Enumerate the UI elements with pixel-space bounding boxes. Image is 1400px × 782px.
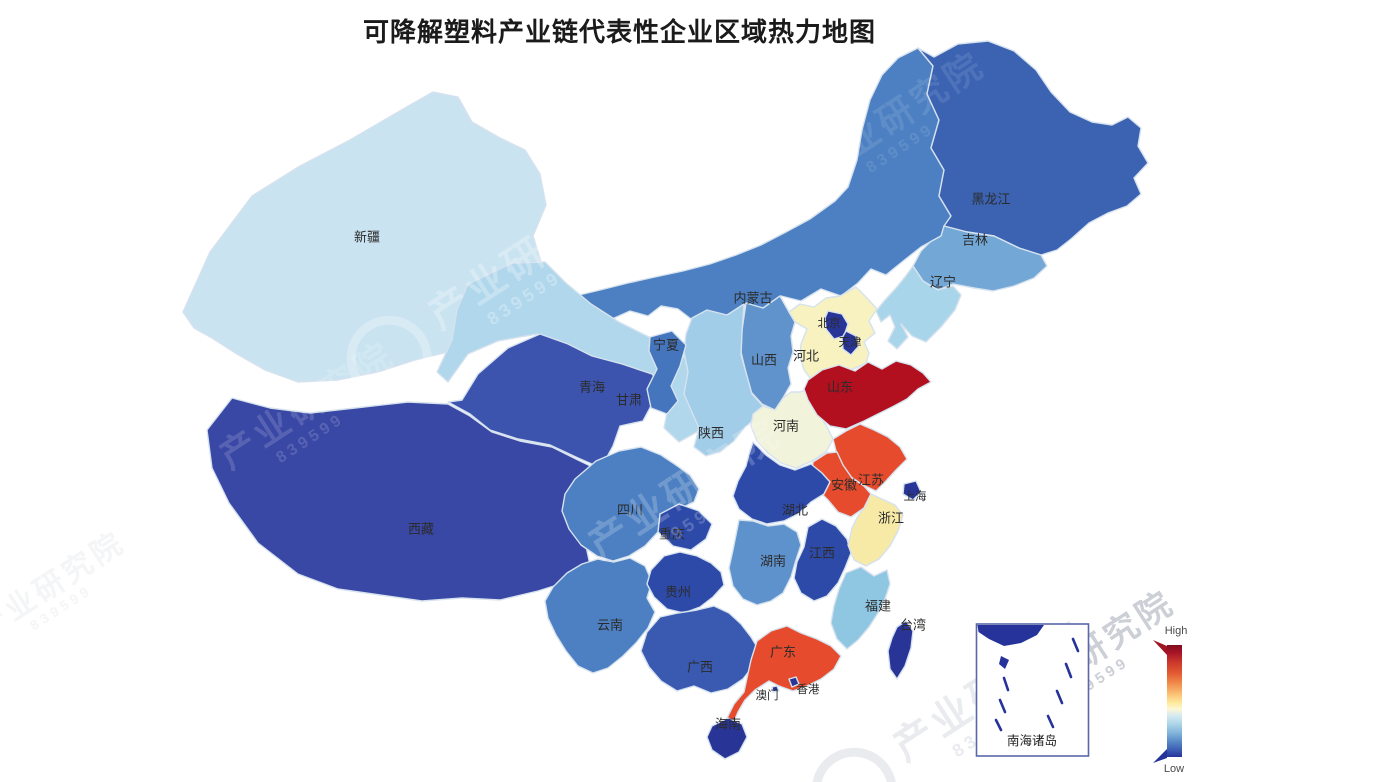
province-ningxia[interactable] <box>646 330 687 415</box>
province-label-fujian: 福建 <box>865 598 891 613</box>
inset-nine-dash-line <box>994 637 1080 732</box>
province-yunnan[interactable] <box>544 557 656 674</box>
province-label-anhui: 安徽 <box>831 477 857 492</box>
province-jiangxi[interactable] <box>793 518 852 602</box>
province-xinjiang[interactable] <box>182 91 547 383</box>
province-beijing[interactable] <box>824 310 849 340</box>
province-label-ningxia: 宁夏 <box>653 337 679 352</box>
province-taiwan[interactable] <box>887 620 914 680</box>
province-aomen[interactable] <box>771 685 780 693</box>
province-label-xizang: 西藏 <box>408 521 434 536</box>
province-label-hubei: 湖北 <box>782 502 808 517</box>
province-label-gansu: 甘肃 <box>616 392 642 407</box>
province-label-beijing: 北京 <box>818 316 841 330</box>
province-fujian[interactable] <box>830 566 891 650</box>
province-label-hunan: 湖南 <box>760 553 786 568</box>
legend-high-label: High <box>1165 625 1188 637</box>
province-zhejiang[interactable] <box>847 493 904 567</box>
legend-max-marker <box>1153 640 1167 655</box>
province-shanghai[interactable] <box>902 480 922 501</box>
inset-islet <box>999 656 1009 669</box>
province-label-sichuan: 四川 <box>617 502 643 517</box>
province-qinghai[interactable] <box>447 333 667 469</box>
province-shandong[interactable] <box>803 360 932 430</box>
province-label-hebei: 河北 <box>793 348 819 363</box>
province-label-aomen: 澳门 <box>756 688 779 702</box>
province-hainan[interactable] <box>706 717 748 760</box>
inset-label: 南海诸岛 <box>1007 733 1057 748</box>
province-guangxi[interactable] <box>640 605 760 694</box>
province-label-shandong: 山东 <box>827 379 853 394</box>
province-liaoning[interactable] <box>875 265 962 350</box>
inset-box <box>975 623 1090 757</box>
province-shaanxi[interactable] <box>683 303 764 457</box>
province-label-xianggang: 香港 <box>797 683 820 696</box>
province-label-taiwan: 台湾 <box>900 617 926 632</box>
province-label-shanghai: 上海 <box>904 489 927 503</box>
province-label-heilongjiang: 黑龙江 <box>971 191 1010 206</box>
heat-legend: High Low <box>1153 625 1187 775</box>
province-gansu[interactable] <box>436 261 720 443</box>
province-label-tianjin: 天津 <box>839 336 862 349</box>
province-guangdong[interactable] <box>726 625 842 725</box>
south-china-sea-inset: 南海诸岛 <box>975 623 1090 757</box>
province-hunan[interactable] <box>728 519 802 606</box>
province-label-shaanxi: 陕西 <box>698 425 724 440</box>
inset-coast-shape <box>977 625 1044 646</box>
province-label-zhejiang: 浙江 <box>878 510 904 525</box>
province-label-guangdong: 广东 <box>770 644 796 659</box>
province-label-neimenggu: 内蒙古 <box>733 290 772 305</box>
province-tianjin[interactable] <box>841 330 859 356</box>
province-label-jiangxi: 江西 <box>809 545 835 560</box>
province-heilongjiang[interactable] <box>917 40 1149 256</box>
province-jilin[interactable] <box>912 225 1048 292</box>
legend-low-label: Low <box>1164 763 1184 775</box>
province-label-hainan: 海南 <box>715 716 741 731</box>
province-guizhou[interactable] <box>646 551 725 614</box>
province-label-chongqing: 重庆 <box>659 526 685 541</box>
province-label-qinghai: 青海 <box>579 379 605 394</box>
province-label-jilin: 吉林 <box>962 232 988 247</box>
province-chongqing[interactable] <box>657 503 713 551</box>
legend-min-marker <box>1153 749 1167 763</box>
province-label-yunnan: 云南 <box>597 617 623 632</box>
province-neimenggu[interactable] <box>562 47 952 320</box>
svg-text:产业研究院: 产业研究院 <box>0 525 131 646</box>
province-label-henan: 河南 <box>773 418 799 433</box>
province-xianggang[interactable] <box>788 676 800 688</box>
province-label-xinjiang: 新疆 <box>354 229 380 244</box>
legend-gradient-bar <box>1167 645 1182 757</box>
province-hubei[interactable] <box>732 441 831 525</box>
province-label-liaoning: 辽宁 <box>930 274 956 289</box>
province-label-jiangsu: 江苏 <box>858 472 884 487</box>
province-label-guangxi: 广西 <box>687 659 713 674</box>
page-title: 可降解塑料产业链代表性企业区域热力地图 <box>363 17 877 47</box>
province-label-shanxi: 山西 <box>751 352 777 367</box>
province-label-guizhou: 贵州 <box>665 584 691 599</box>
